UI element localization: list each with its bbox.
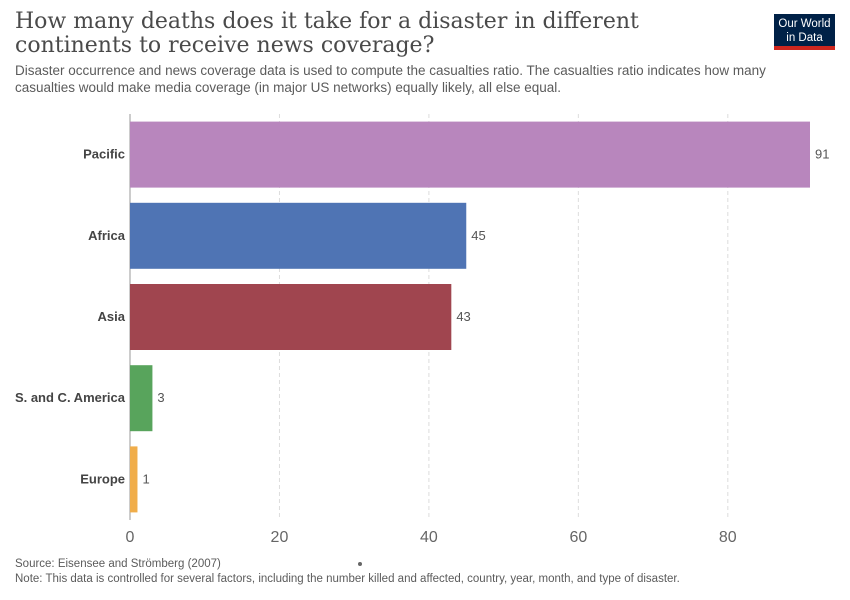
data-label: 91 bbox=[815, 147, 829, 162]
x-tick-label: 0 bbox=[126, 529, 135, 546]
chart-subtitle: Disaster occurrence and news coverage da… bbox=[15, 63, 766, 95]
category-label: Africa bbox=[88, 228, 126, 243]
pagination-dot bbox=[358, 562, 362, 566]
bar bbox=[130, 202, 467, 269]
data-label: 1 bbox=[142, 471, 149, 486]
logo-line-2: in Data bbox=[786, 32, 823, 44]
bar bbox=[130, 284, 452, 350]
category-label: S. and C. America bbox=[15, 390, 126, 405]
logo-line-1: Our World bbox=[778, 18, 831, 30]
source-note: Source: Eisensee and Strömberg (2007) bbox=[15, 558, 221, 570]
chart-title: How many deaths does it take for a disas… bbox=[15, 9, 639, 58]
data-label: 3 bbox=[157, 390, 164, 405]
bar bbox=[130, 121, 810, 188]
bar bbox=[130, 365, 153, 432]
category-label: Asia bbox=[98, 309, 126, 324]
category-label: Europe bbox=[80, 471, 125, 486]
category-label: Pacific bbox=[83, 147, 125, 162]
data-label: 43 bbox=[456, 309, 470, 324]
data-label: 45 bbox=[471, 228, 485, 243]
x-tick-label: 40 bbox=[420, 529, 438, 546]
footnote: Note: This data is controlled for severa… bbox=[15, 573, 680, 585]
bar bbox=[130, 446, 138, 513]
owid-logo[interactable]: Our World in Data bbox=[774, 14, 835, 50]
x-tick-label: 20 bbox=[271, 529, 289, 546]
x-tick-label: 60 bbox=[569, 529, 587, 546]
x-tick-label: 80 bbox=[719, 529, 737, 546]
bar-chart: 0 20 40 60 80 Pacific 91 Africa 45 Asia 43 S. and C… bbox=[15, 114, 829, 546]
